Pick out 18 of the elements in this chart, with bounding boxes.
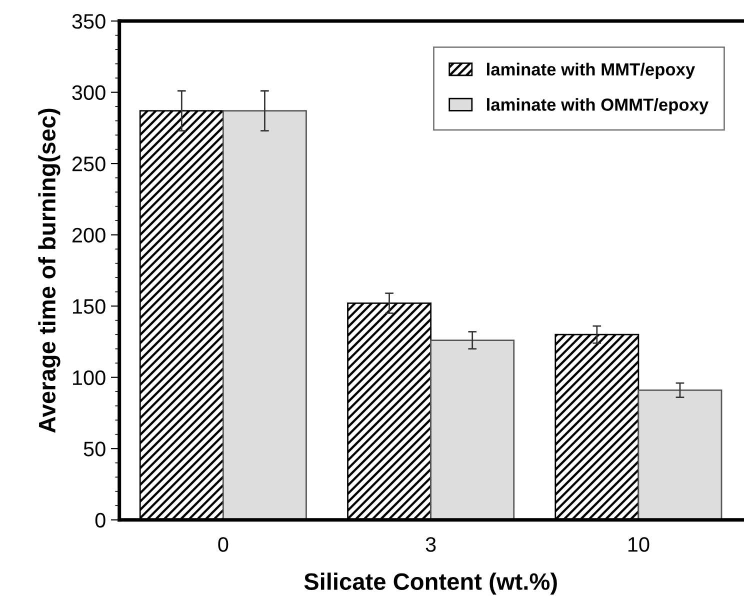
y-tick-label: 150 [73, 299, 106, 314]
legend-label: laminate with MMT/epoxy [487, 62, 696, 79]
y-tick-label: 100 [73, 370, 106, 386]
x-tick-label: 3 [426, 537, 436, 552]
y-axis-title: Average time of burning(sec) [38, 108, 60, 433]
y-tick-label: 0 [95, 512, 106, 528]
x-tick-label: 0 [218, 537, 228, 552]
y-tick-label: 200 [72, 228, 106, 243]
bar [430, 340, 515, 520]
x-axis-title: Silicate Content (wt.%) [304, 572, 557, 595]
y-tick-label: 300 [72, 85, 106, 100]
legend-label: laminate with OMMT/epoxy [487, 98, 709, 114]
y-tick-label: 350 [72, 14, 106, 29]
y-tick-label: 50 [84, 442, 106, 456]
x-tick-label: 10 [628, 537, 650, 552]
y-tick-label: 250 [72, 156, 106, 172]
bar [638, 389, 722, 520]
bar [222, 110, 307, 520]
